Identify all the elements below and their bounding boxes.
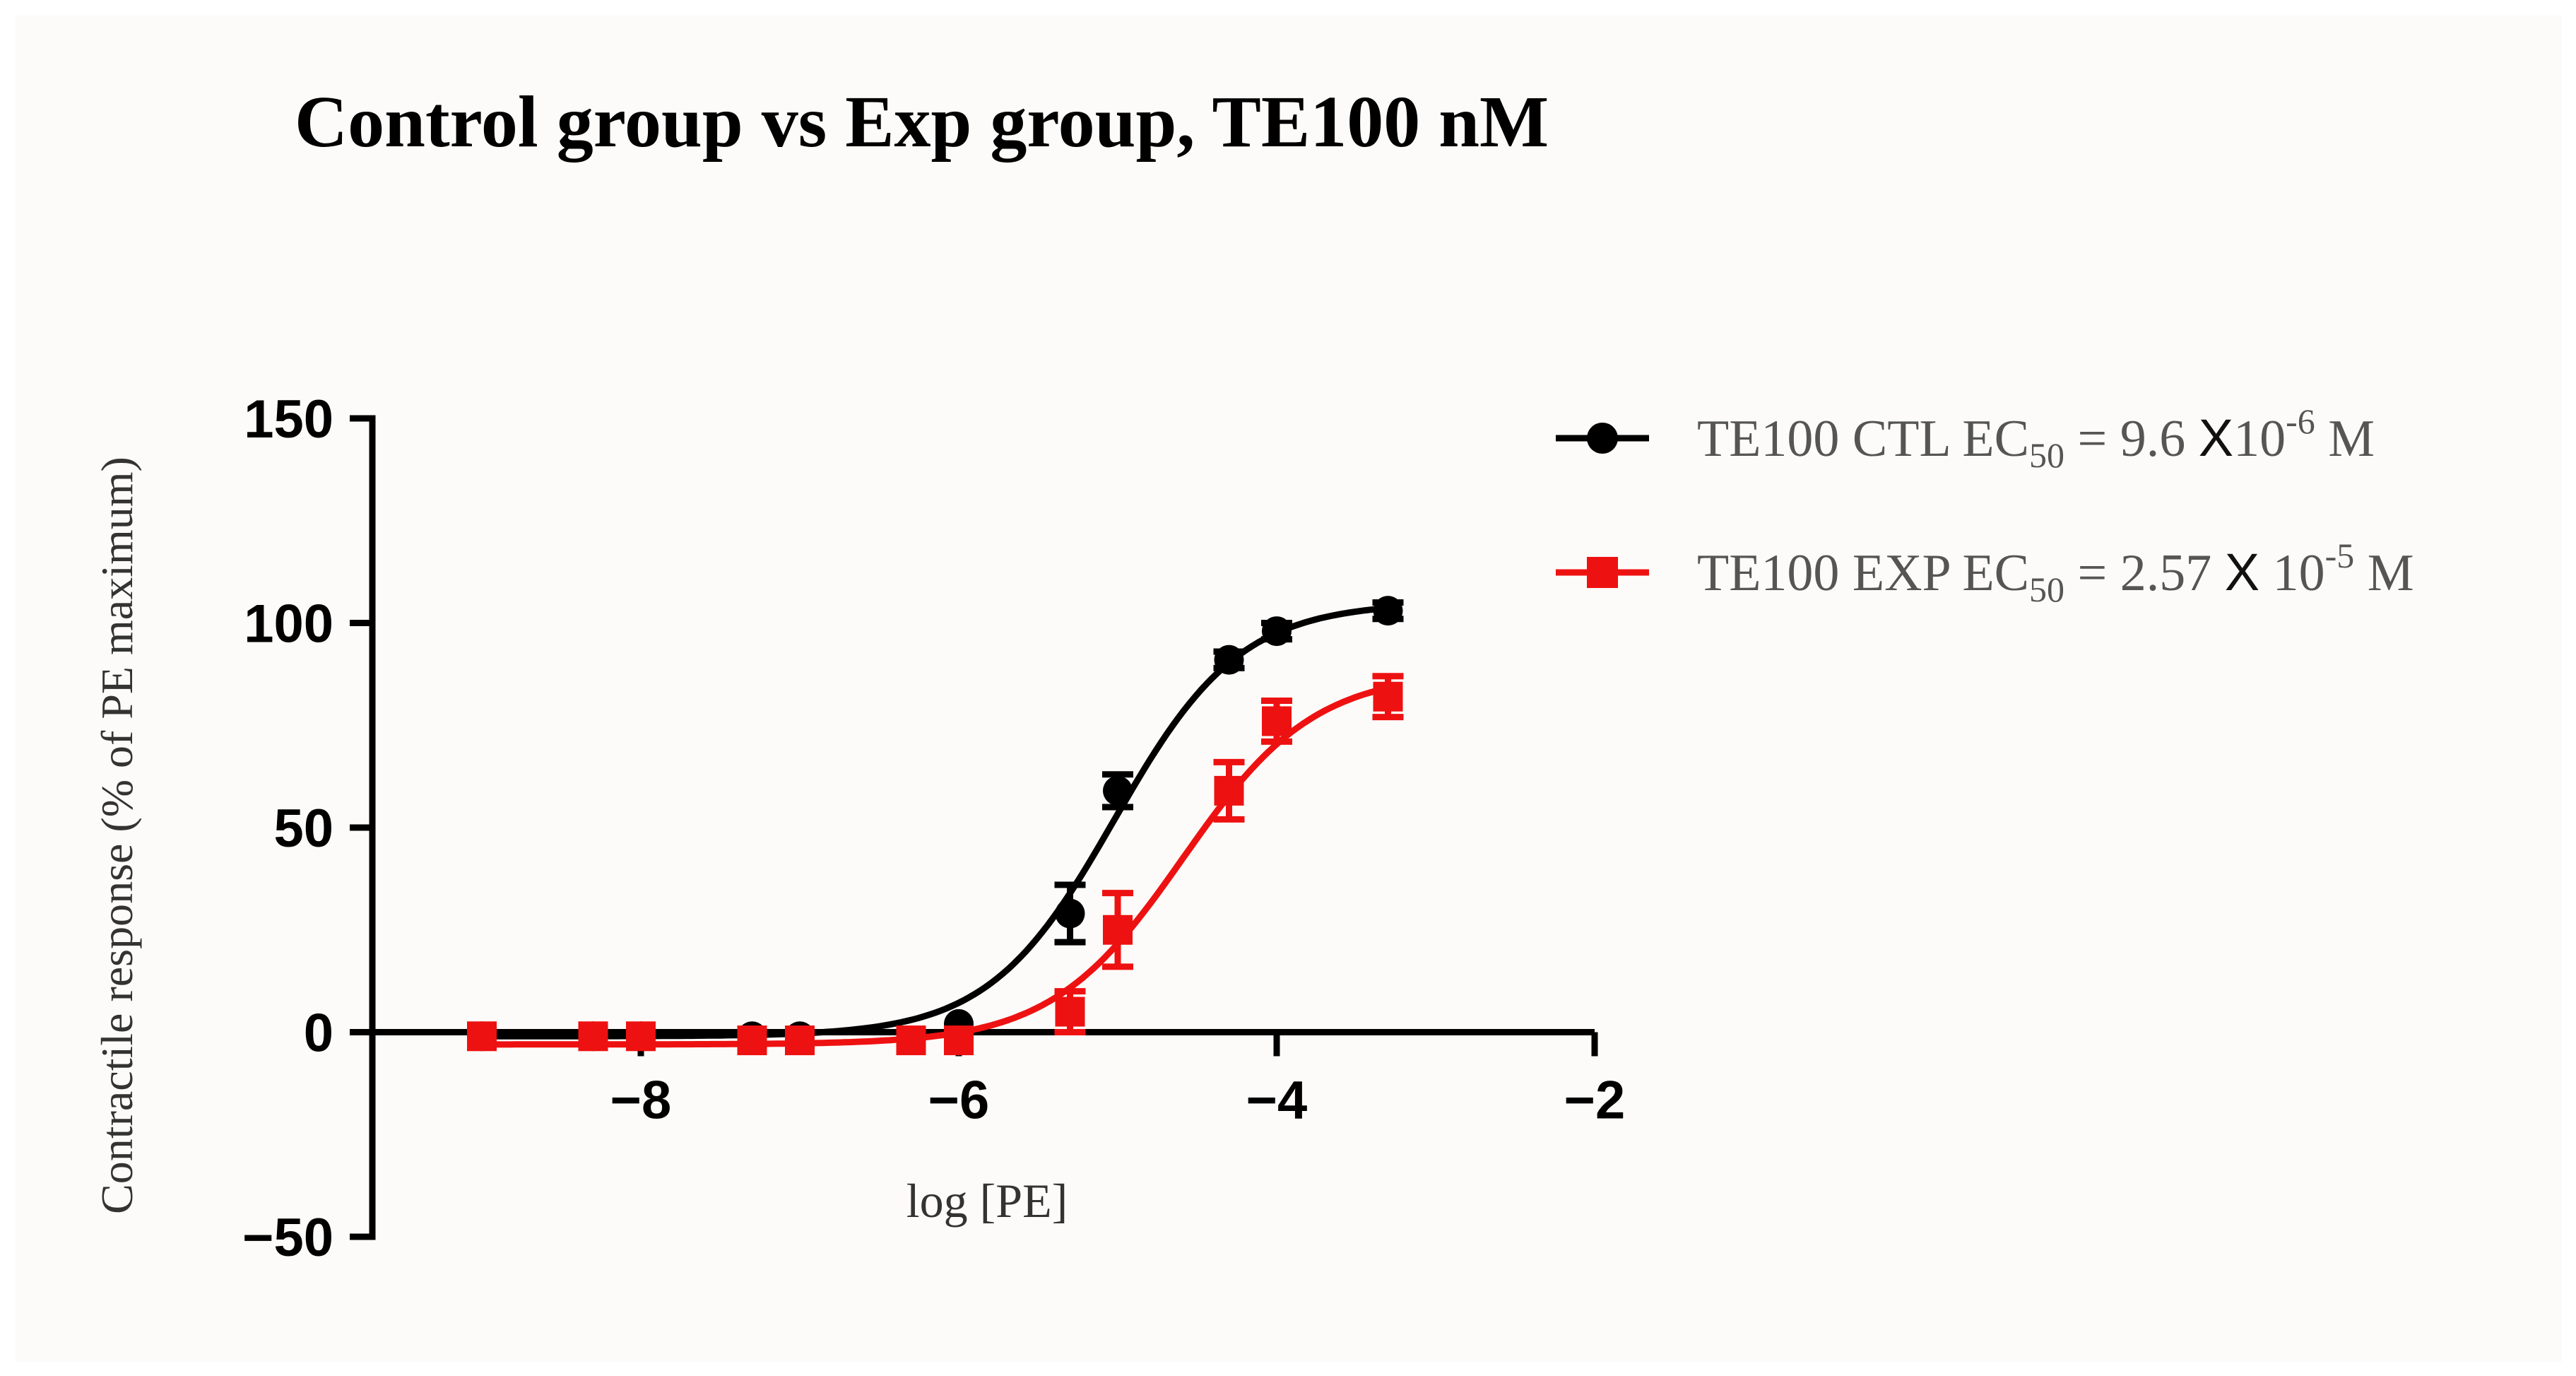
data-point-ctl bbox=[1103, 775, 1133, 806]
data-point-exp bbox=[1214, 775, 1244, 806]
y-tick-label: 50 bbox=[273, 799, 333, 859]
legend-entry-exp: TE100 EXP EC50 = 2.57 X 10-5 M bbox=[1556, 536, 2414, 609]
data-point-ctl bbox=[1373, 596, 1403, 626]
y-tick-label: 100 bbox=[244, 594, 333, 654]
data-point-exp bbox=[1373, 681, 1403, 712]
fit-curves bbox=[482, 604, 1389, 1048]
data-point-exp bbox=[626, 1021, 656, 1052]
y-axis-label: Contractile response (% of PE maximum) bbox=[92, 457, 142, 1214]
legend-label-ctl: TE100 CTL EC50 = 9.6 X10-6 M bbox=[1697, 401, 2375, 475]
y-tick-label: 0 bbox=[304, 1004, 333, 1064]
data-point-exp bbox=[737, 1025, 767, 1056]
axes: 150 100 50 0 −50 −8 −6 −4 −2 bbox=[242, 389, 1625, 1268]
data-point-exp bbox=[944, 1025, 974, 1056]
legend-entry-ctl: TE100 CTL EC50 = 9.6 X10-6 M bbox=[1556, 401, 2375, 475]
legend-label-exp: TE100 EXP EC50 = 2.57 X 10-5 M bbox=[1697, 536, 2414, 609]
data-point-exp bbox=[896, 1025, 926, 1056]
data-point-exp bbox=[1262, 706, 1292, 736]
x-tick-label: −8 bbox=[610, 1071, 672, 1131]
chart: Control group vs Exp group, TE100 nM Con… bbox=[92, 81, 2414, 1268]
legend-marker-ctl bbox=[1587, 423, 1618, 454]
legend: TE100 CTL EC50 = 9.6 X10-6 M TE100 EXP E… bbox=[1556, 401, 2414, 609]
x-tick-label: −6 bbox=[928, 1071, 990, 1131]
data-point-ctl bbox=[1262, 616, 1292, 647]
data-point-exp bbox=[1055, 996, 1085, 1027]
y-tick-label: 150 bbox=[244, 389, 333, 449]
x-tick-label: −2 bbox=[1564, 1071, 1626, 1131]
chart-title: Control group vs Exp group, TE100 nM bbox=[295, 81, 1549, 163]
legend-marker-exp bbox=[1587, 557, 1618, 588]
fit-curve-exp bbox=[482, 684, 1389, 1048]
data-point-exp bbox=[578, 1021, 608, 1052]
figure-panel: Control group vs Exp group, TE100 nM Con… bbox=[16, 16, 2562, 1362]
data-point-exp bbox=[467, 1021, 497, 1052]
data-point-exp bbox=[1103, 915, 1133, 945]
data-point-ctl bbox=[1055, 898, 1085, 929]
data-point-exp bbox=[785, 1025, 815, 1056]
x-tick-label: −4 bbox=[1246, 1071, 1308, 1131]
data-points bbox=[467, 596, 1404, 1056]
x-axis-label: log [PE] bbox=[906, 1174, 1068, 1228]
data-point-ctl bbox=[1214, 645, 1244, 675]
y-tick-label: −50 bbox=[242, 1208, 333, 1268]
fit-curve-ctl bbox=[482, 604, 1388, 1040]
